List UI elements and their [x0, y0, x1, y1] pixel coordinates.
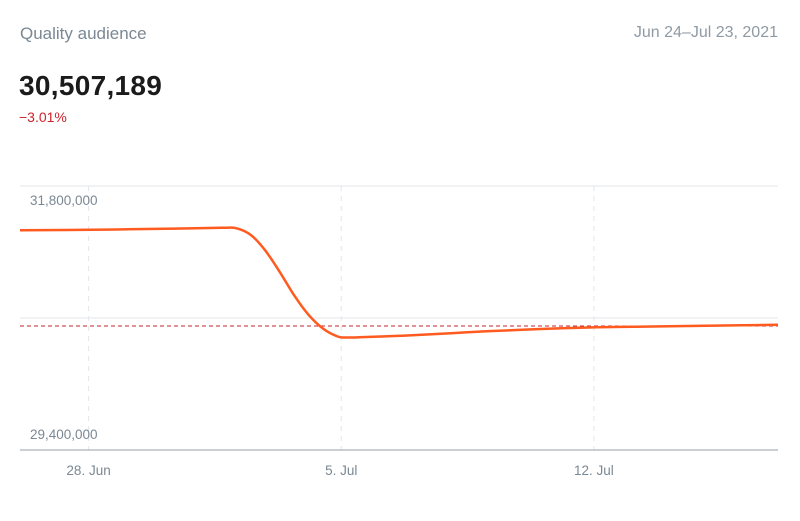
- y-tick-label: 29,400,000: [30, 427, 98, 442]
- x-tick-label: 12. Jul: [574, 463, 614, 478]
- date-range[interactable]: Jun 24–Jul 23, 2021: [633, 24, 778, 41]
- y-tick-label: 31,800,000: [30, 193, 98, 208]
- metric-change: −3.01%: [19, 109, 67, 125]
- x-tick-label: 5. Jul: [325, 463, 357, 478]
- x-tick-label: 28. Jun: [66, 463, 110, 478]
- chart-title: Quality audience: [20, 24, 147, 43]
- metric-value: 30,507,189: [19, 70, 163, 101]
- series-line: [19, 226, 779, 339]
